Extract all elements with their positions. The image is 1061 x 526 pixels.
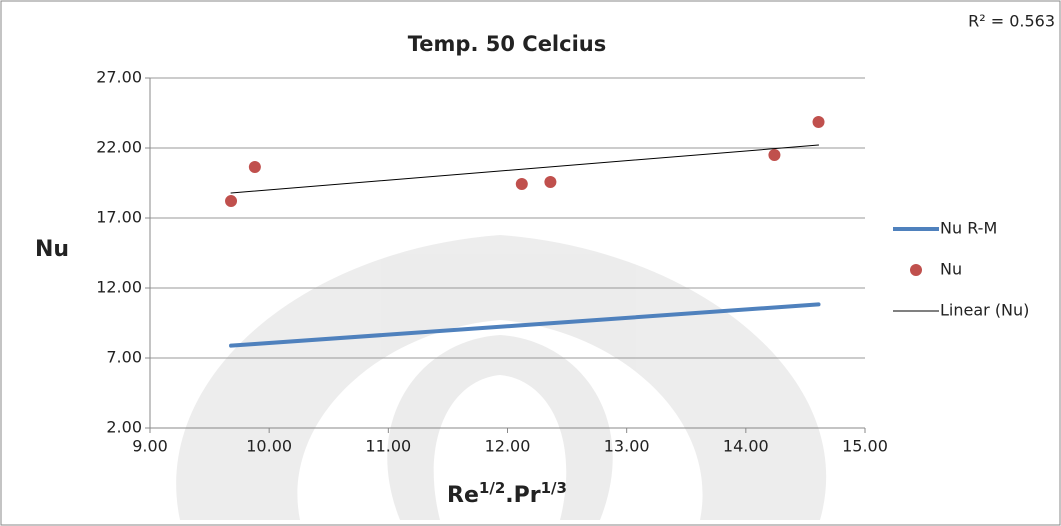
data-point [768, 149, 781, 161]
legend-label: Linear (Nu) [940, 301, 1029, 320]
x-axis-title-part: Re [447, 483, 479, 508]
data-point [812, 115, 825, 128]
data-point [515, 177, 528, 190]
y-tick-label: 17.00 [96, 208, 142, 227]
x-tick-label: 10.00 [246, 437, 292, 456]
y-tick-label: 27.00 [96, 68, 142, 87]
x-axis-title-part: 1/2 [479, 479, 505, 497]
data-point [225, 195, 238, 208]
data-point [248, 161, 261, 174]
x-tick-label: 15.00 [842, 437, 888, 456]
x-axis-title: Re1/2.Pr1/3 [447, 479, 567, 509]
y-tick-label: 22.00 [96, 138, 142, 157]
x-tick-label: 14.00 [723, 437, 769, 456]
legend-swatch [910, 264, 922, 276]
legend-label: Nu [940, 260, 962, 279]
data-point [544, 176, 557, 189]
series-line [229, 302, 821, 348]
x-tick-label: 13.00 [604, 437, 650, 456]
y-tick-label: 2.00 [106, 418, 142, 437]
chart-title: Temp. 50 Celcius [408, 32, 606, 56]
annotation: R² = 0.563 [968, 12, 1055, 31]
series-line [230, 144, 820, 194]
watermark [176, 235, 827, 520]
legend-label: Nu R-M [940, 219, 997, 238]
y-axis-title: Nu [35, 237, 69, 262]
y-tick-label: 7.00 [106, 348, 142, 367]
x-axis-title-part: .Pr [505, 483, 540, 508]
x-tick-label: 11.00 [365, 437, 411, 456]
x-tick-label: 12.00 [485, 437, 531, 456]
x-tick-label: 9.00 [132, 437, 168, 456]
y-tick-label: 12.00 [96, 278, 142, 297]
x-axis-title-part: 1/3 [541, 479, 567, 497]
